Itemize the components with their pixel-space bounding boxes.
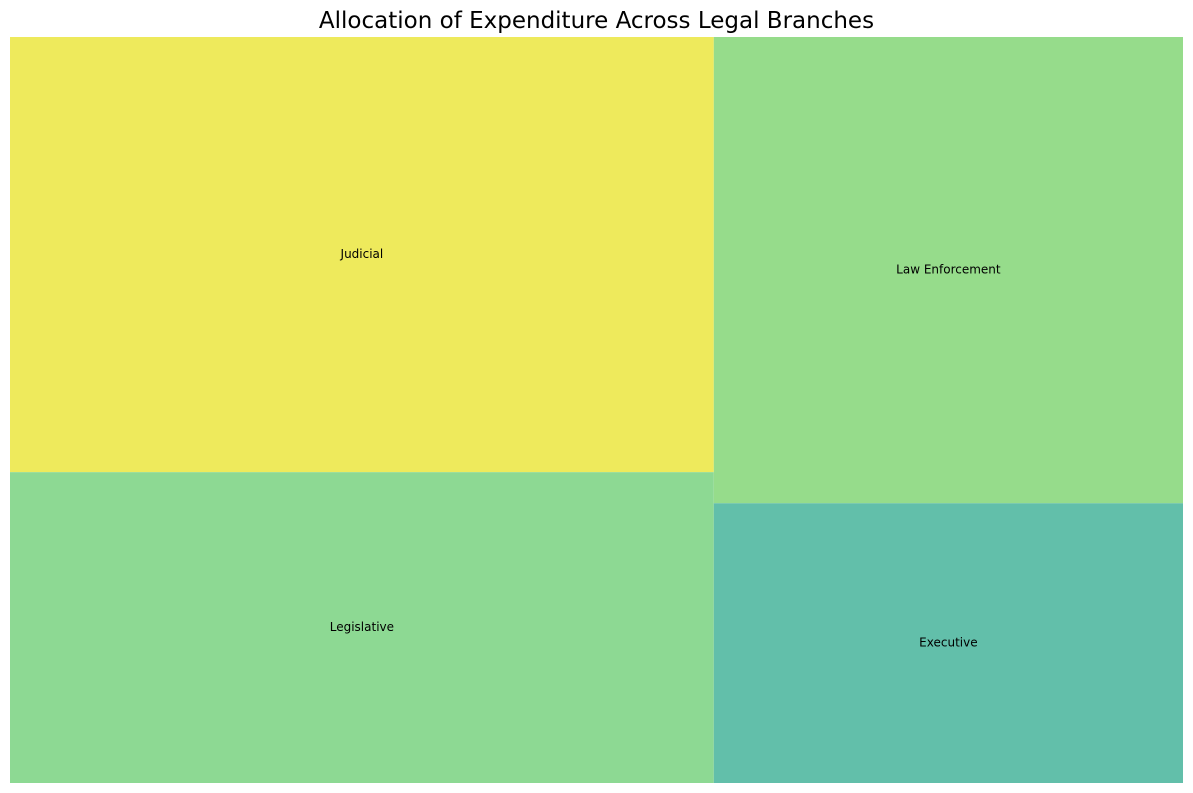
treemap-label-law-enforcement: Law Enforcement bbox=[896, 263, 1001, 277]
treemap-label-executive: Executive bbox=[919, 636, 977, 650]
treemap-cell-law-enforcement bbox=[713, 37, 1183, 504]
treemap-label-judicial: Judicial bbox=[340, 247, 384, 261]
treemap-cell-judicial bbox=[10, 37, 714, 473]
chart-title: Allocation of Expenditure Across Legal B… bbox=[318, 8, 875, 34]
treemap-cell-legislative bbox=[10, 472, 714, 783]
treemap-label-legislative: Legislative bbox=[330, 620, 394, 634]
treemap-cell-executive bbox=[713, 503, 1183, 783]
